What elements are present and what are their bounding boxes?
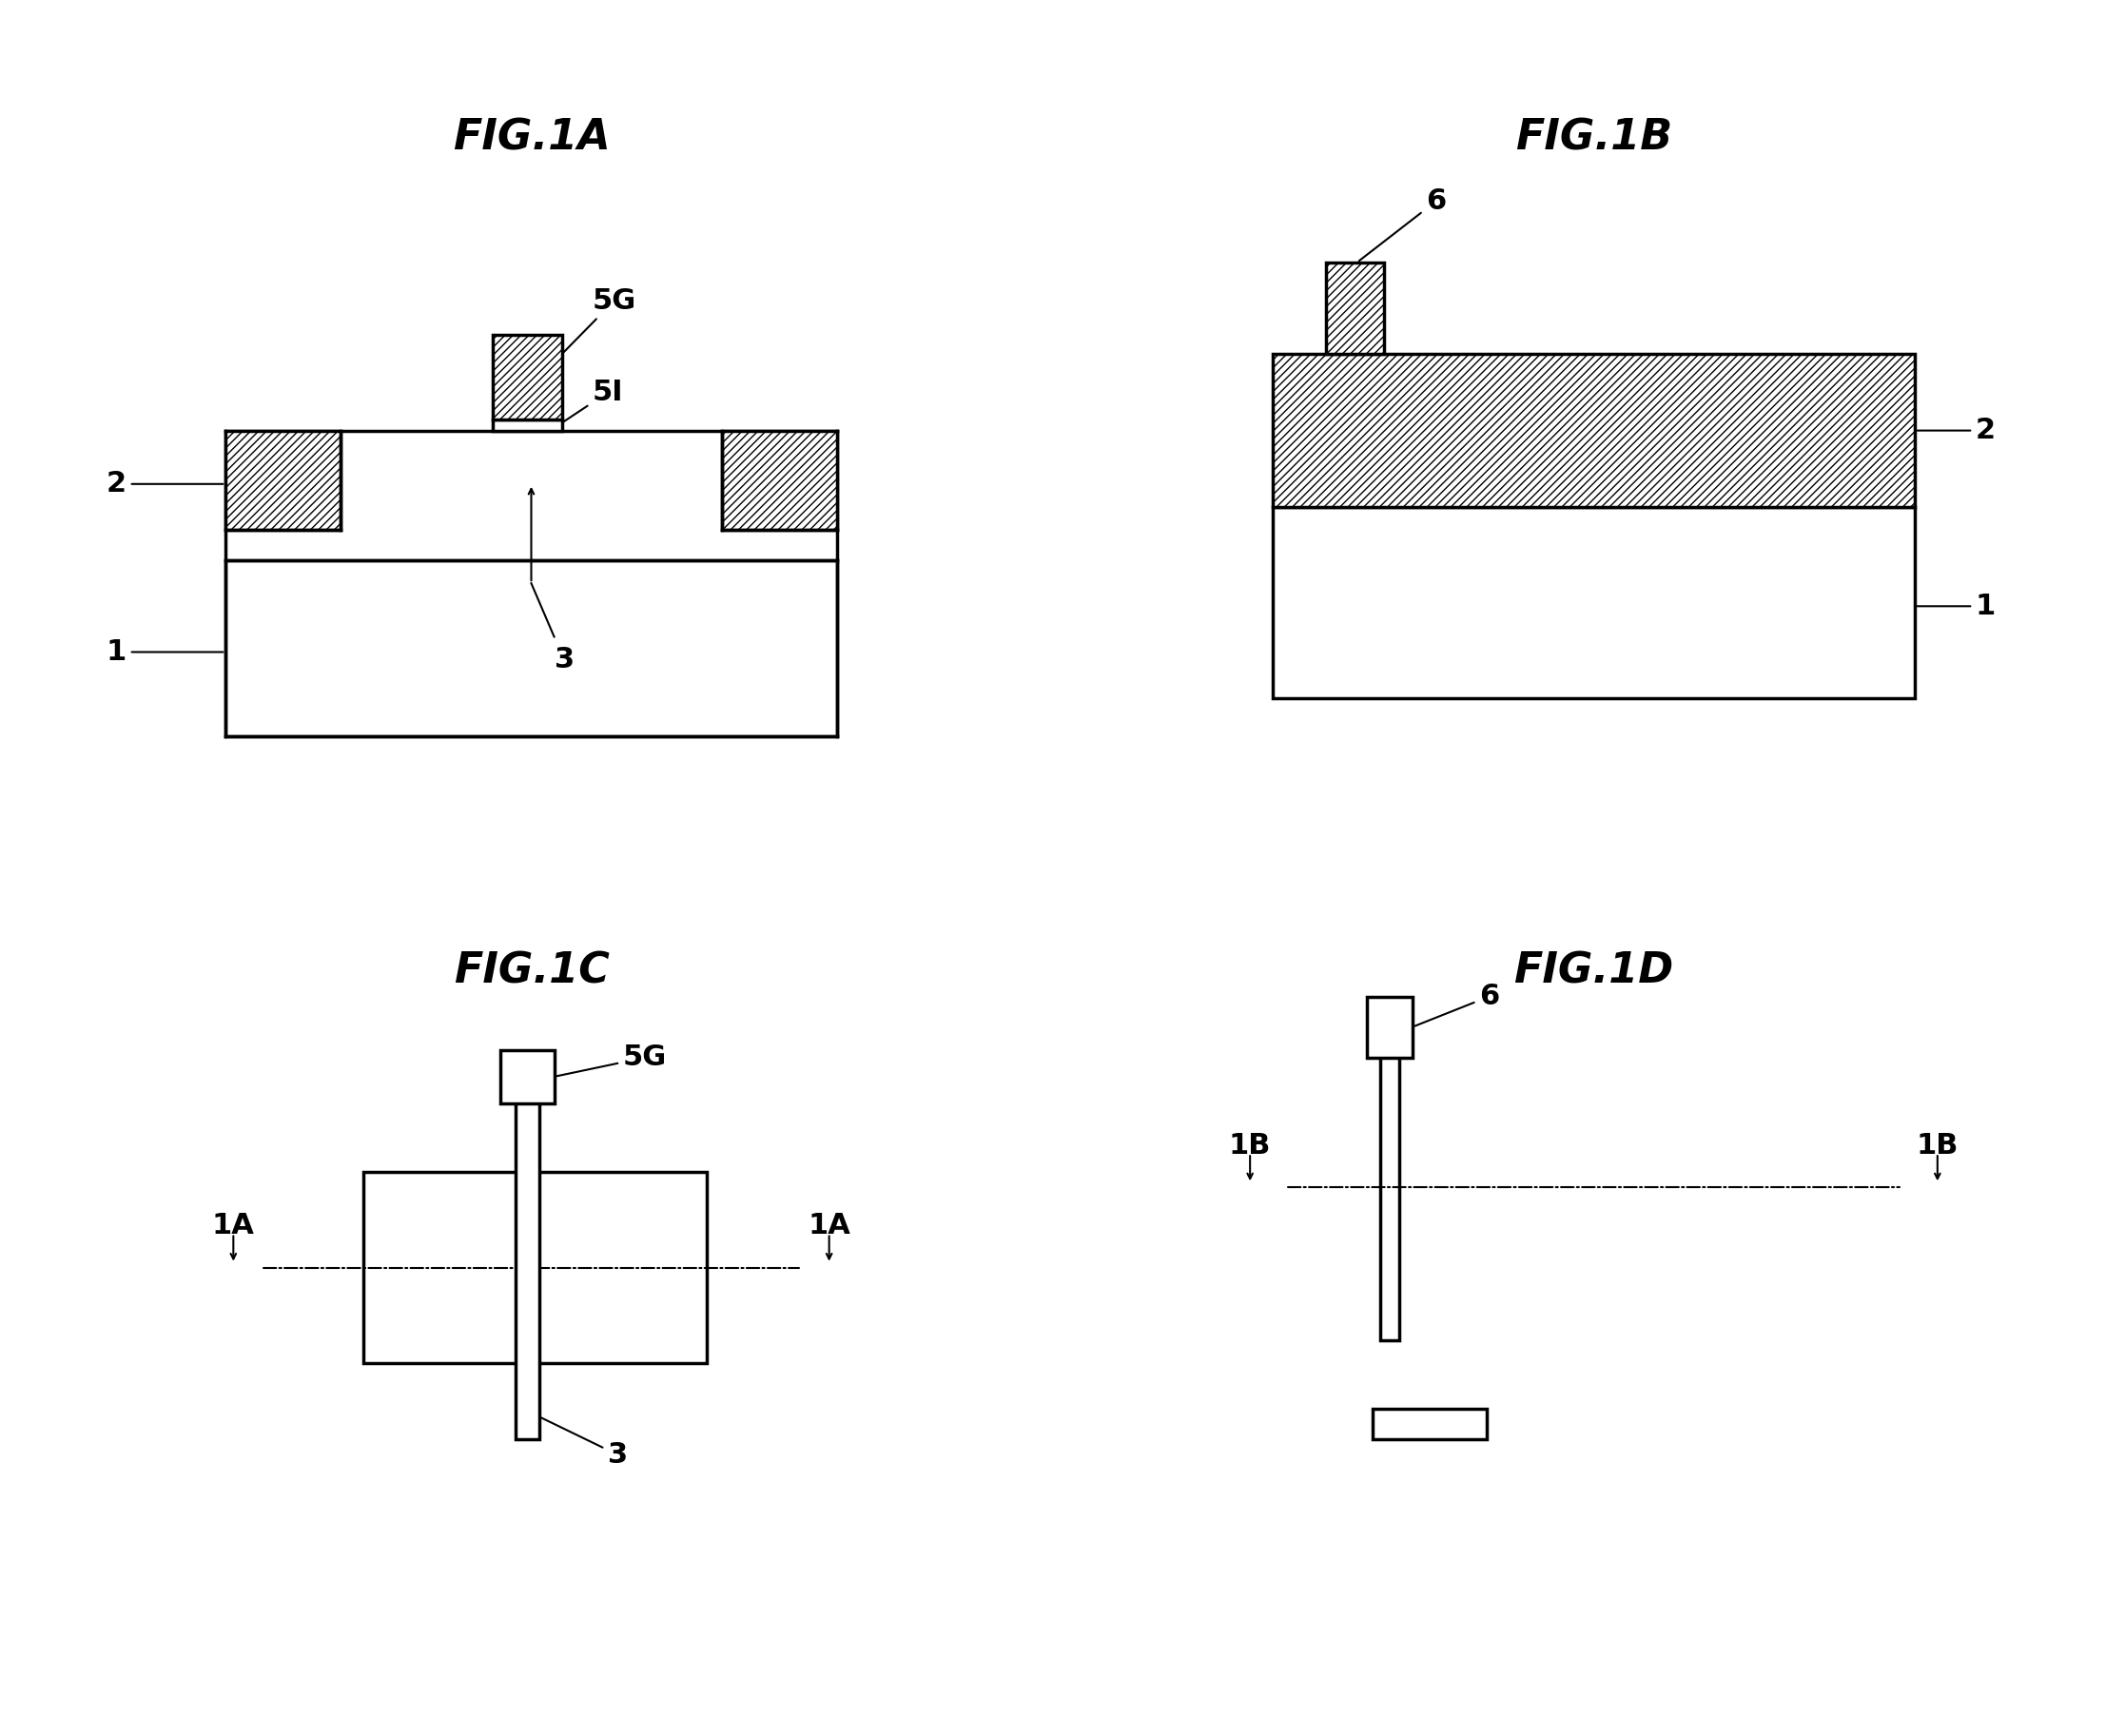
Text: FIG.1D: FIG.1D [1513,951,1674,991]
Bar [363,1172,708,1363]
Text: FIG.1A: FIG.1A [453,118,610,158]
Bar [1366,996,1413,1057]
Bar [516,1095,540,1439]
Text: 6: 6 [1360,187,1445,260]
Bar [1373,1410,1487,1439]
Text: 1: 1 [1917,592,1995,620]
Bar [493,418,561,431]
Text: 2: 2 [1917,417,1995,444]
Bar [1326,262,1383,354]
Text: 1: 1 [106,639,223,667]
Text: FIG.1B: FIG.1B [1515,118,1672,158]
Bar [1379,1035,1398,1340]
Text: 3: 3 [555,646,574,674]
Text: 3: 3 [542,1418,627,1469]
Text: 5I: 5I [563,378,623,422]
Bar [1273,507,1915,698]
Bar [493,335,561,418]
Text: 5G: 5G [557,1043,667,1076]
Bar [722,431,837,529]
Bar [501,1050,555,1104]
Text: 1A: 1A [212,1212,255,1240]
Text: FIG.1C: FIG.1C [453,951,610,991]
Text: 1B: 1B [1917,1132,1959,1160]
Text: 1B: 1B [1228,1132,1271,1160]
Text: 1A: 1A [808,1212,850,1240]
Text: 5G: 5G [563,286,635,352]
Text: 6: 6 [1415,983,1500,1026]
Bar [225,561,837,736]
Bar [1273,354,1915,507]
Text: 2: 2 [106,470,223,498]
Bar [225,431,340,529]
